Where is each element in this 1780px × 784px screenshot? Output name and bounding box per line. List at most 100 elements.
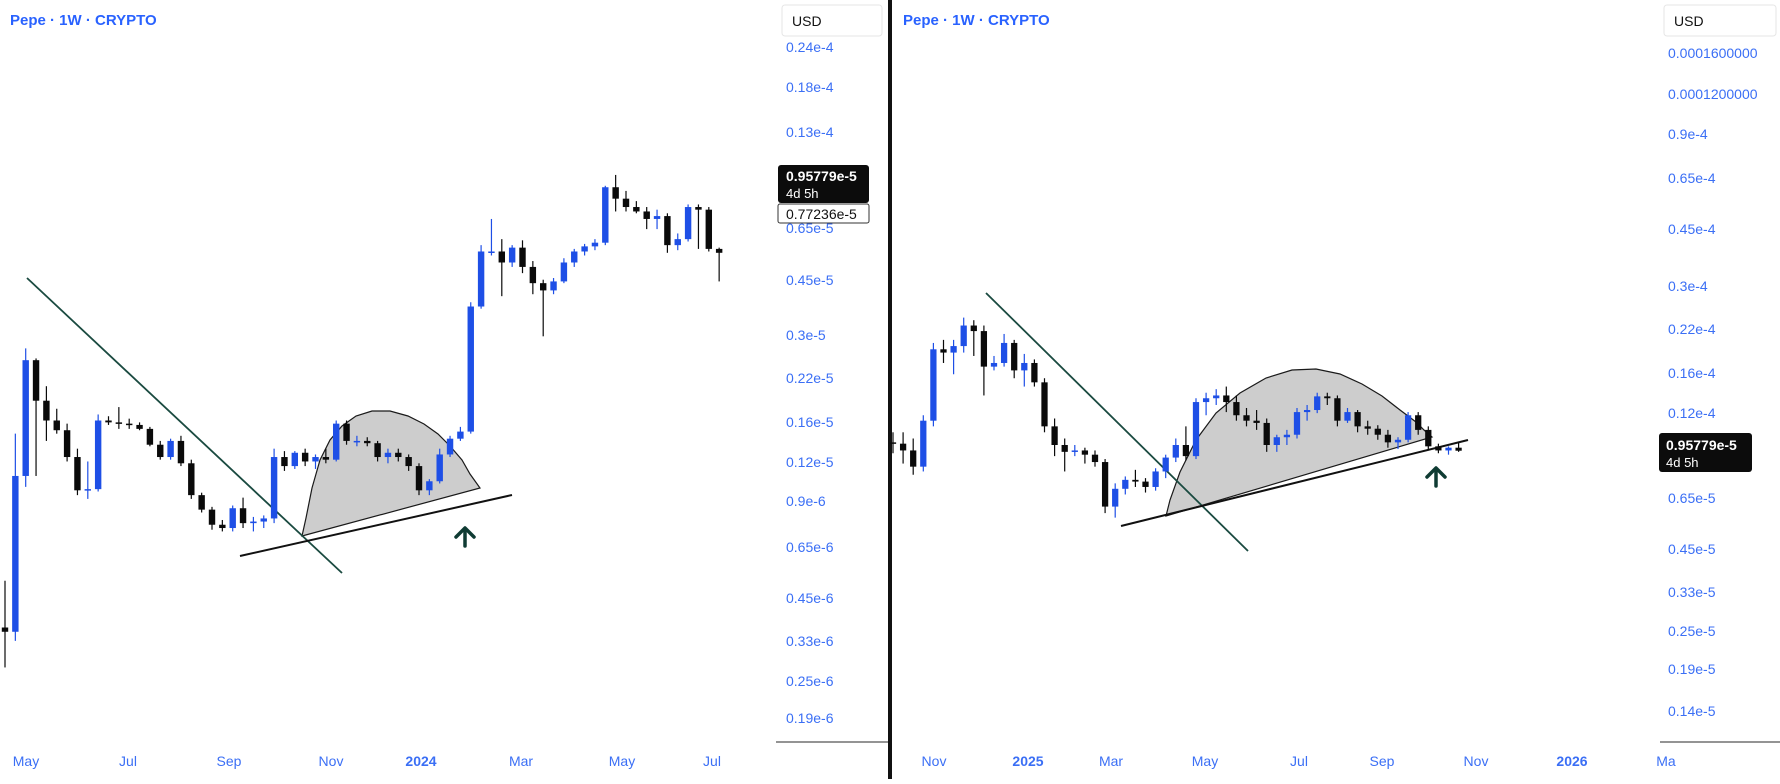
x-tick-label: 2026 (1556, 753, 1587, 769)
x-tick-label: 2024 (405, 753, 436, 769)
candle-body (301, 452, 309, 462)
candle-body (1192, 402, 1200, 457)
candle-body (633, 207, 640, 212)
candle-body (115, 422, 123, 424)
chart-panel-left: Pepe · 1W · CRYPTO USD 0.24e-4 0.18e-4 0… (1, 4, 888, 769)
candle-body (1283, 434, 1291, 438)
candle-body (12, 475, 19, 632)
candle-body (405, 457, 412, 467)
candle-body (643, 211, 650, 219)
candle-body (1243, 415, 1250, 421)
candle-body (219, 524, 226, 529)
candle-body (899, 443, 907, 451)
candle-body (250, 521, 257, 524)
candle-body (1334, 398, 1341, 421)
candle-body (571, 251, 578, 263)
x-tick-label: Sep (217, 753, 242, 769)
current-price-label: 0.95779e-5 4d 5h (1659, 433, 1752, 472)
currency-selector-label[interactable]: USD (1674, 13, 1704, 29)
candle-body (622, 198, 630, 208)
y-axis-labels: 0.0001600000 0.0001200000 0.9e-4 0.65e-4… (1668, 45, 1758, 719)
candle-body (653, 216, 661, 219)
x-tick-label: Jul (119, 753, 137, 769)
candle-body (146, 428, 154, 445)
y-tick-label: 0.65e-6 (786, 539, 834, 555)
candle-body (1142, 481, 1149, 487)
candle-body (136, 424, 143, 429)
candle-body (22, 360, 29, 476)
rounded-arch-pattern (301, 410, 481, 537)
candle-body (1425, 429, 1432, 447)
current-price-value: 0.95779e-5 (1666, 437, 1737, 453)
descending-trendline (985, 292, 1249, 552)
candle-body (1445, 447, 1452, 451)
candle-body (43, 400, 50, 421)
candle-body (105, 420, 112, 423)
candle-body (32, 360, 40, 401)
candle-body (1132, 479, 1139, 482)
candle-body (1172, 445, 1179, 458)
candle-body (960, 325, 967, 347)
candle-body (1051, 426, 1058, 445)
candle-body (1344, 412, 1351, 421)
candle-body (229, 508, 236, 529)
y-tick-label: 0.13e-4 (786, 124, 834, 140)
candle-body (1101, 462, 1109, 507)
current-price-badge (1659, 433, 1752, 472)
candle-body (889, 442, 897, 444)
candle-body (281, 457, 288, 467)
candle-body (343, 423, 350, 441)
candle-body (1223, 395, 1230, 403)
candle-body (188, 463, 195, 496)
x-tick-label: Mar (1099, 753, 1123, 769)
secondary-price-label: 0.77236e-5 (777, 203, 870, 224)
candle-body (612, 187, 619, 199)
y-tick-label: 0.3e-4 (1668, 278, 1708, 294)
candle-body (591, 242, 599, 247)
chart-panel-right: Pepe · 1W · CRYPTO USD 0.0001600000 0.00… (889, 4, 1780, 769)
y-tick-label: 0.12e-5 (786, 454, 834, 470)
y-axis-labels: 0.24e-4 0.18e-4 0.13e-4 0.65e-5 0.45e-5 … (786, 39, 834, 726)
y-tick-label: 0.18e-4 (786, 79, 834, 95)
y-tick-label: 0.19e-6 (786, 710, 834, 726)
candle-body (1314, 396, 1321, 411)
candle-body (291, 452, 299, 467)
candle-body (1354, 412, 1361, 427)
candles-right (889, 317, 1462, 518)
panel-divider (888, 0, 892, 779)
candle-body (980, 331, 988, 367)
candle-body (910, 450, 917, 467)
candle-body (270, 457, 278, 519)
currency-selector-box[interactable] (781, 4, 883, 37)
candle-body (364, 440, 371, 444)
candle-body (84, 489, 92, 491)
candle-body (332, 423, 340, 460)
currency-selector-label[interactable]: USD (792, 13, 822, 29)
y-tick-label: 0.22e-4 (1668, 321, 1716, 337)
candle-body (395, 452, 402, 458)
candle-body (1394, 439, 1402, 443)
rounded-arch-pattern (1165, 368, 1434, 517)
x-tick-label: May (609, 753, 635, 769)
candle-body (1122, 479, 1129, 489)
y-tick-label: 0.65e-4 (1668, 170, 1716, 186)
y-tick-label: 0.12e-4 (1668, 405, 1716, 421)
candle-body (684, 207, 692, 240)
ascending-support-line (1120, 439, 1469, 527)
candle-body (1233, 402, 1240, 416)
y-tick-label: 0.65e-5 (1668, 490, 1716, 506)
candles-left (1, 174, 723, 668)
candle-body (498, 251, 506, 263)
candle-body (1021, 362, 1028, 371)
candle-body (1303, 410, 1311, 413)
candle-body (550, 281, 557, 291)
current-price-badge (778, 165, 869, 203)
candle-body (208, 509, 216, 525)
y-tick-label: 0.25e-6 (786, 673, 834, 689)
candle-body (157, 444, 164, 458)
panel-title: Pepe · 1W · CRYPTO (903, 12, 1050, 29)
currency-selector-box[interactable] (1663, 4, 1777, 37)
candle-body (1061, 445, 1068, 452)
candle-body (539, 283, 547, 291)
candle-body (1374, 428, 1381, 435)
